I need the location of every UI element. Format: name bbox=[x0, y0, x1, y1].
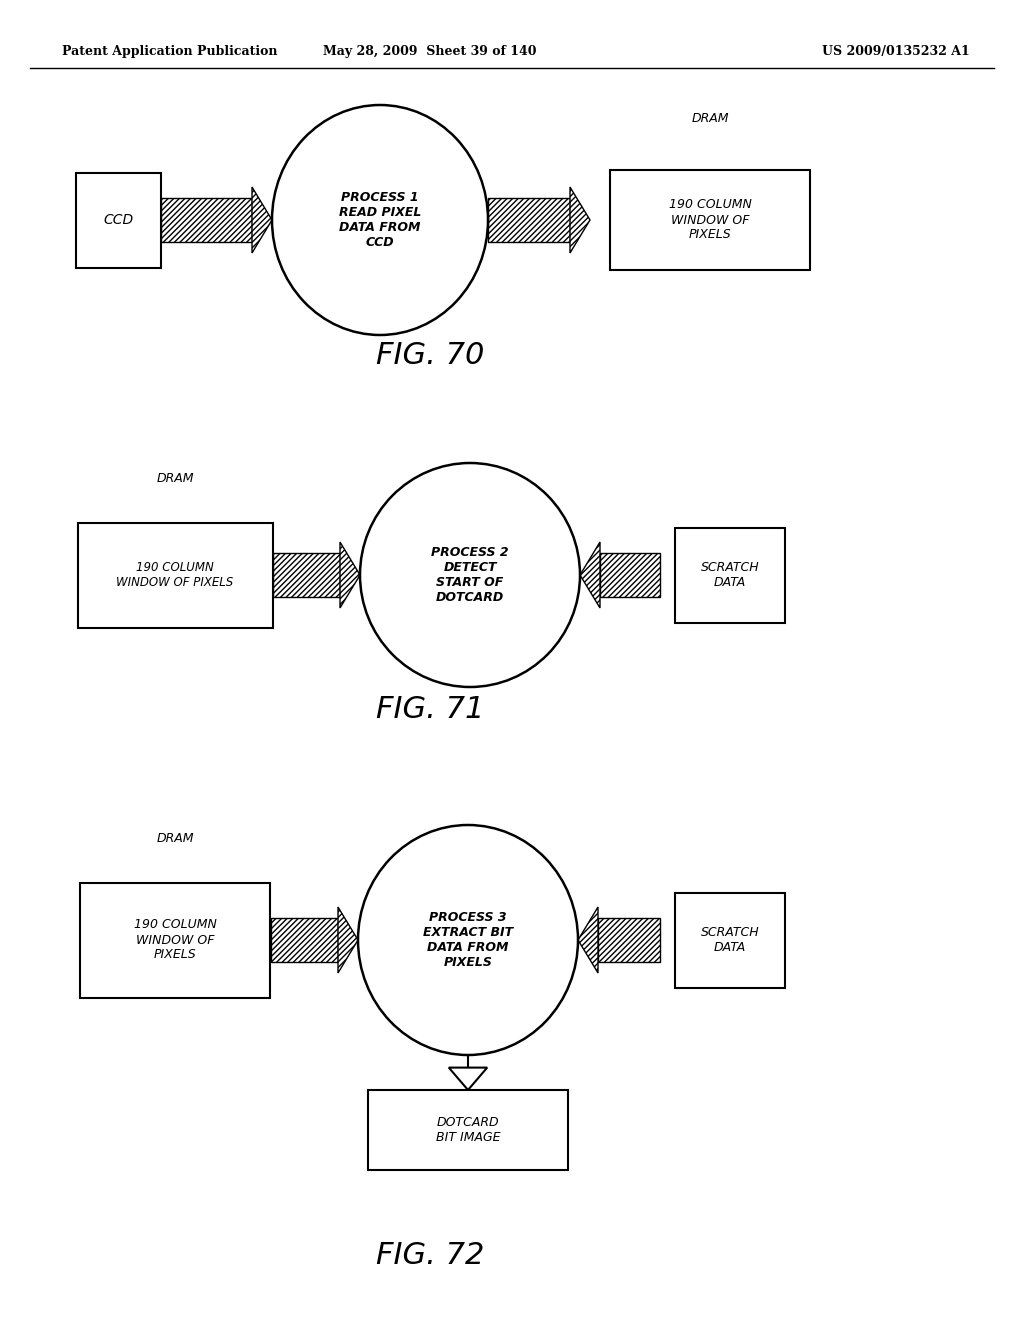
Ellipse shape bbox=[272, 106, 488, 335]
Bar bbox=[610, 170, 810, 271]
Ellipse shape bbox=[360, 463, 580, 686]
Text: Patent Application Publication: Patent Application Publication bbox=[62, 45, 278, 58]
Ellipse shape bbox=[358, 825, 578, 1055]
Text: DRAM: DRAM bbox=[157, 473, 194, 484]
Bar bbox=[600, 553, 660, 597]
Bar bbox=[161, 198, 252, 242]
Polygon shape bbox=[252, 187, 272, 253]
Bar bbox=[271, 917, 338, 962]
Text: DRAM: DRAM bbox=[157, 832, 194, 845]
Polygon shape bbox=[580, 543, 600, 609]
Text: PROCESS 2
DETECT
START OF
DOTCARD: PROCESS 2 DETECT START OF DOTCARD bbox=[431, 546, 509, 605]
Polygon shape bbox=[570, 187, 590, 253]
Polygon shape bbox=[578, 907, 598, 973]
Text: PROCESS 1
READ PIXEL
DATA FROM
CCD: PROCESS 1 READ PIXEL DATA FROM CCD bbox=[339, 191, 421, 249]
Text: FIG. 72: FIG. 72 bbox=[376, 1241, 484, 1270]
Text: DRAM: DRAM bbox=[691, 112, 729, 125]
Bar bbox=[273, 553, 340, 597]
Text: FIG. 70: FIG. 70 bbox=[376, 341, 484, 370]
Text: 190 COLUMN
WINDOW OF
PIXELS: 190 COLUMN WINDOW OF PIXELS bbox=[669, 198, 752, 242]
Bar bbox=[368, 1090, 568, 1170]
Polygon shape bbox=[338, 907, 358, 973]
Bar bbox=[598, 917, 660, 962]
Text: DOTCARD
BIT IMAGE: DOTCARD BIT IMAGE bbox=[436, 1115, 501, 1144]
Text: CCD: CCD bbox=[103, 213, 133, 227]
Text: SCRATCH
DATA: SCRATCH DATA bbox=[700, 561, 760, 589]
Bar bbox=[488, 198, 570, 242]
Bar bbox=[78, 523, 272, 627]
Text: SCRATCH
DATA: SCRATCH DATA bbox=[700, 927, 760, 954]
Text: PROCESS 3
EXTRACT BIT
DATA FROM
PIXELS: PROCESS 3 EXTRACT BIT DATA FROM PIXELS bbox=[423, 911, 513, 969]
Text: FIG. 71: FIG. 71 bbox=[376, 696, 484, 725]
Text: 190 COLUMN
WINDOW OF
PIXELS: 190 COLUMN WINDOW OF PIXELS bbox=[133, 919, 216, 961]
Bar bbox=[675, 528, 785, 623]
Bar bbox=[76, 173, 161, 268]
Text: US 2009/0135232 A1: US 2009/0135232 A1 bbox=[822, 45, 970, 58]
Bar bbox=[80, 883, 270, 998]
Polygon shape bbox=[340, 543, 360, 609]
Text: 190 COLUMN
WINDOW OF PIXELS: 190 COLUMN WINDOW OF PIXELS bbox=[117, 561, 233, 589]
Text: May 28, 2009  Sheet 39 of 140: May 28, 2009 Sheet 39 of 140 bbox=[324, 45, 537, 58]
Polygon shape bbox=[449, 1068, 487, 1090]
Bar bbox=[675, 892, 785, 987]
